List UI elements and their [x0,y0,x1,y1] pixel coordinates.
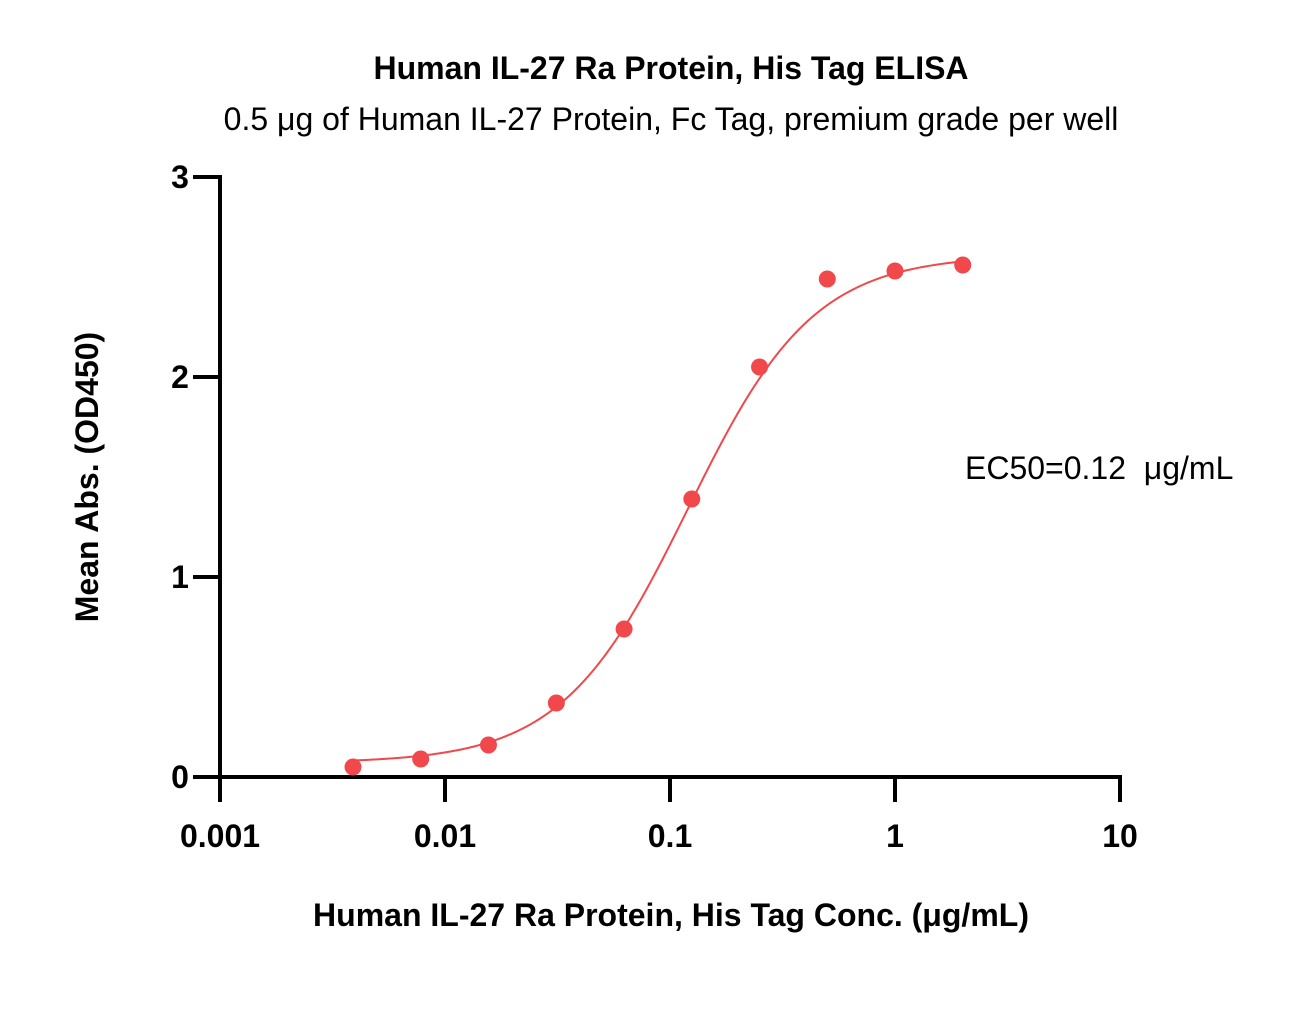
y-tick-label: 3 [171,159,189,195]
x-tick-label: 10 [1102,818,1138,854]
x-axis-label: Human IL-27 Ra Protein, His Tag Conc. (μ… [313,897,1029,933]
x-ticks: 0.001 0.01 0.1 1 10 [180,777,1138,854]
y-axis-label: Mean Abs. (OD450) [69,332,105,622]
x-tick-label: 0.01 [414,818,476,854]
ec50-annotation: EC50=0.12 μg/mL [965,450,1233,486]
x-tick-label: 0.001 [180,818,260,854]
y-tick-label: 1 [171,559,189,595]
data-point [683,490,701,508]
data-point [818,270,836,288]
data-point [479,736,497,754]
y-tick-label: 2 [171,359,189,395]
data-points [344,256,972,776]
x-tick-label: 0.1 [648,818,692,854]
x-tick-label: 1 [886,818,904,854]
data-point [954,256,972,274]
data-point [751,358,769,376]
data-point [886,262,904,280]
chart-subtitle: 0.5 μg of Human IL-27 Protein, Fc Tag, p… [224,101,1119,137]
y-tick-label: 0 [171,759,189,795]
data-point [547,694,565,712]
chart-title: Human IL-27 Ra Protein, His Tag ELISA [373,50,968,86]
fit-curve [352,260,963,762]
data-point [344,758,362,776]
data-point [615,620,633,638]
y-ticks: 0 1 2 3 [171,159,220,795]
axes: 0.001 0.01 0.1 1 10 0 1 2 3 [171,159,1138,854]
data-point [412,750,430,768]
